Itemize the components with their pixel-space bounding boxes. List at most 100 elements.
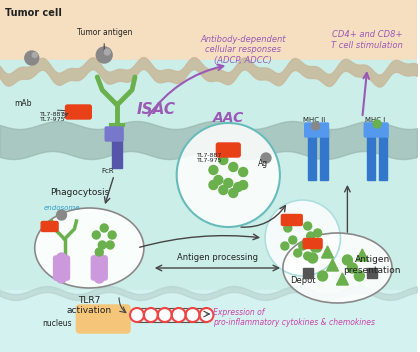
FancyBboxPatch shape <box>364 123 376 137</box>
Circle shape <box>307 232 315 240</box>
Text: TL7-887
TL7-975: TL7-887 TL7-975 <box>197 153 222 163</box>
Bar <box>0 0 417 80</box>
Circle shape <box>96 47 112 63</box>
Ellipse shape <box>35 208 144 288</box>
Text: TLR7
activation: TLR7 activation <box>67 296 112 315</box>
Circle shape <box>312 122 320 130</box>
Polygon shape <box>327 259 339 271</box>
Text: Expression of
pro-inflammatory cytokines & chemokines: Expression of pro-inflammatory cytokines… <box>213 308 375 327</box>
Circle shape <box>104 49 110 55</box>
Circle shape <box>239 168 248 176</box>
FancyBboxPatch shape <box>54 256 69 280</box>
FancyBboxPatch shape <box>91 256 107 280</box>
Text: mAb: mAb <box>14 99 32 108</box>
Text: AAC: AAC <box>213 111 244 125</box>
Circle shape <box>32 52 37 57</box>
Text: nucleus: nucleus <box>42 319 71 327</box>
Circle shape <box>94 273 104 283</box>
Circle shape <box>311 244 319 252</box>
FancyBboxPatch shape <box>66 105 91 119</box>
Text: Antibody-dependent
cellular responses
(ADCP, ADCC): Antibody-dependent cellular responses (A… <box>200 35 286 65</box>
Circle shape <box>57 253 66 263</box>
FancyBboxPatch shape <box>303 239 322 249</box>
Circle shape <box>177 123 280 227</box>
Bar <box>320 130 328 180</box>
Bar <box>367 130 375 180</box>
Circle shape <box>373 120 381 128</box>
Circle shape <box>304 252 312 260</box>
Circle shape <box>229 163 238 171</box>
Text: ISAC: ISAC <box>137 102 176 118</box>
Circle shape <box>94 253 104 263</box>
Circle shape <box>314 229 322 237</box>
Circle shape <box>100 224 108 232</box>
Circle shape <box>219 156 228 164</box>
FancyBboxPatch shape <box>113 127 123 141</box>
Circle shape <box>219 186 228 195</box>
Circle shape <box>294 249 302 257</box>
Circle shape <box>106 241 114 249</box>
Circle shape <box>224 178 233 188</box>
Text: Tumor cell: Tumor cell <box>5 8 62 18</box>
FancyBboxPatch shape <box>376 123 388 137</box>
Circle shape <box>186 308 200 322</box>
Polygon shape <box>336 273 348 285</box>
Circle shape <box>265 200 341 276</box>
Bar <box>0 290 417 352</box>
Circle shape <box>92 231 100 239</box>
Bar <box>379 130 387 180</box>
Circle shape <box>209 165 218 175</box>
Circle shape <box>294 216 302 224</box>
Circle shape <box>354 271 364 281</box>
FancyBboxPatch shape <box>41 221 58 232</box>
Text: Tumor antigen: Tumor antigen <box>76 28 132 37</box>
Circle shape <box>342 255 352 265</box>
FancyBboxPatch shape <box>305 123 317 137</box>
Circle shape <box>108 231 116 239</box>
Circle shape <box>234 182 243 191</box>
Bar <box>112 133 122 168</box>
Circle shape <box>229 189 238 197</box>
Text: Phagocytosis: Phagocytosis <box>50 188 109 197</box>
Text: Antigen
presentation: Antigen presentation <box>344 255 401 275</box>
FancyBboxPatch shape <box>281 214 302 226</box>
Circle shape <box>158 308 172 322</box>
Circle shape <box>25 51 39 65</box>
Text: TL7-887
TL7-975: TL7-887 TL7-975 <box>40 112 65 122</box>
Text: FcR: FcR <box>101 168 113 174</box>
Circle shape <box>289 236 297 244</box>
Circle shape <box>284 224 292 232</box>
Polygon shape <box>356 249 368 261</box>
Circle shape <box>209 181 218 189</box>
Polygon shape <box>322 246 333 258</box>
Circle shape <box>299 242 307 250</box>
Circle shape <box>130 308 144 322</box>
Circle shape <box>57 273 66 283</box>
Circle shape <box>239 181 248 189</box>
FancyBboxPatch shape <box>216 143 240 157</box>
Text: endosome: endosome <box>43 205 80 211</box>
Circle shape <box>304 222 312 230</box>
Bar <box>0 60 417 352</box>
Circle shape <box>308 253 318 263</box>
Text: Depot: Depot <box>290 276 315 285</box>
Circle shape <box>347 263 357 273</box>
Text: CD4+ and CD8+
T cell stimulation: CD4+ and CD8+ T cell stimulation <box>331 30 403 50</box>
Text: MHC II: MHC II <box>302 117 325 123</box>
Circle shape <box>95 248 103 256</box>
Text: Antigen processing: Antigen processing <box>177 253 258 262</box>
FancyBboxPatch shape <box>76 305 130 333</box>
Circle shape <box>261 153 271 163</box>
Circle shape <box>200 308 213 322</box>
Circle shape <box>281 242 289 250</box>
Circle shape <box>98 241 106 249</box>
Bar <box>367 268 377 278</box>
FancyBboxPatch shape <box>317 123 328 137</box>
Circle shape <box>57 210 66 220</box>
Circle shape <box>144 308 158 322</box>
Text: MHC I: MHC I <box>365 117 385 123</box>
Circle shape <box>318 271 328 281</box>
Circle shape <box>214 176 223 184</box>
Circle shape <box>172 308 186 322</box>
Bar <box>308 130 316 180</box>
